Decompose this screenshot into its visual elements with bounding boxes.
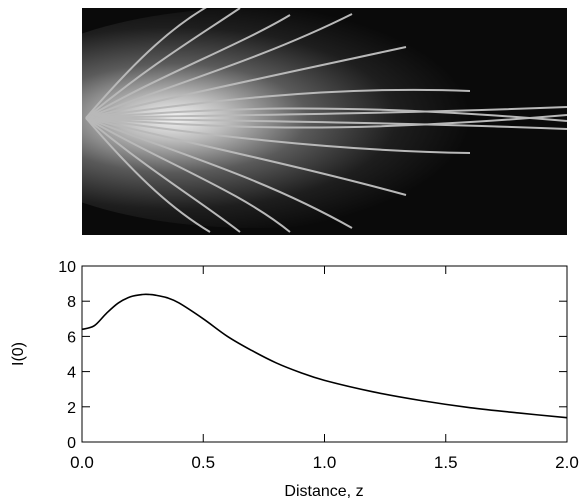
ray-line [85, 88, 471, 119]
x-tick-label: 1.0 [313, 453, 337, 472]
ray-line [85, 117, 241, 233]
y-axis-ticks: 0 2 4 6 8 10 [58, 259, 567, 452]
y-tick-label: 10 [58, 259, 76, 276]
x-axis-ticks: 0.0 0.5 1.0 1.5 2.0 [70, 266, 579, 472]
ray-line [85, 106, 567, 119]
ray-line [85, 107, 567, 122]
ray-line [85, 117, 567, 130]
y-axis-label: I(0) [10, 342, 27, 366]
x-tick-label: 0.5 [191, 453, 215, 472]
x-tick-label: 2.0 [555, 453, 579, 472]
intensity-chart: 0 2 4 6 8 10 0.0 0.5 1.0 1.5 2.0 Distance, z I(0) [10, 259, 579, 499]
plot-frame [81, 265, 568, 443]
ray-line [85, 13, 353, 119]
x-axis-label: Distance, z [284, 483, 363, 499]
ray-line [85, 8, 207, 119]
ray-line [85, 117, 471, 154]
ray-line [85, 117, 353, 229]
input-intensity [82, 58, 182, 178]
beam-intensity [82, 8, 525, 228]
beam-image-panel [82, 8, 567, 235]
ray-line [85, 8, 241, 119]
y-tick-label: 0 [67, 435, 76, 452]
ray-line [85, 14, 291, 119]
ray-line [85, 46, 407, 119]
y-tick-label: 2 [67, 400, 76, 417]
x-tick-label: 1.5 [434, 453, 458, 472]
ray-line [85, 117, 211, 233]
ray-line [85, 117, 407, 196]
x-tick-label: 0.0 [70, 453, 94, 472]
y-tick-label: 4 [67, 365, 76, 382]
ray-line [85, 117, 291, 233]
y-tick-label: 6 [67, 329, 76, 346]
ray-trajectories [85, 8, 567, 233]
series-line [81, 293, 568, 419]
y-tick-label: 8 [67, 294, 76, 311]
ray-line [85, 114, 567, 129]
